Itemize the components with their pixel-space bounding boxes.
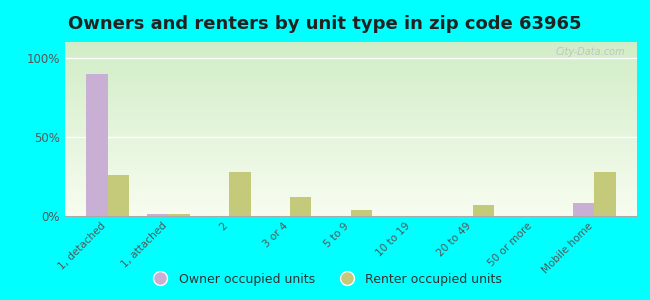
Bar bbox=[147, 214, 168, 216]
Bar bbox=[86, 74, 108, 216]
Bar bbox=[229, 172, 251, 216]
Bar bbox=[473, 205, 494, 216]
Bar bbox=[351, 210, 372, 216]
Bar bbox=[168, 214, 190, 216]
Bar bbox=[594, 172, 616, 216]
Bar bbox=[290, 197, 311, 216]
Bar bbox=[573, 203, 594, 216]
Bar bbox=[108, 175, 129, 216]
Legend: Owner occupied units, Renter occupied units: Owner occupied units, Renter occupied un… bbox=[143, 268, 507, 291]
Text: Owners and renters by unit type in zip code 63965: Owners and renters by unit type in zip c… bbox=[68, 15, 582, 33]
Text: City-Data.com: City-Data.com bbox=[556, 47, 625, 57]
